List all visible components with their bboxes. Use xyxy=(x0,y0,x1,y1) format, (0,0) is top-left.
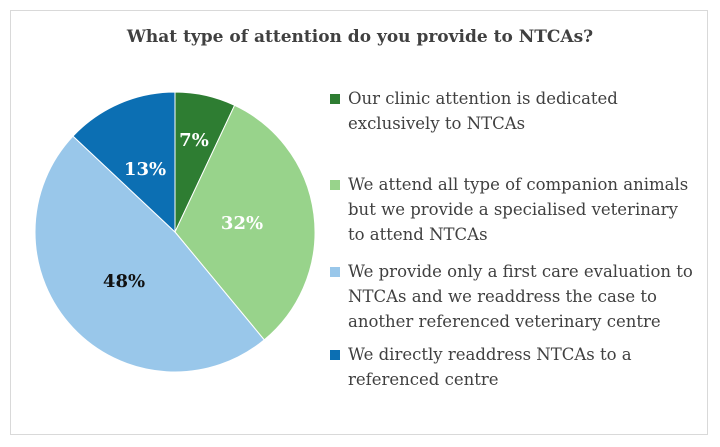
legend-label: We provide only a first care evaluation … xyxy=(348,259,704,334)
chart-title: What type of attention do you provide to… xyxy=(126,27,594,47)
slice-label-3: 48% xyxy=(103,271,145,292)
legend-item-1: Our clinic attention is dedicated exclusi… xyxy=(330,86,704,136)
legend-label-line: We provide only a first care evaluation … xyxy=(348,262,693,281)
legend-label-line: another referenced veterinary centre xyxy=(348,312,661,331)
legend-label-line: We attend all type of companion animals xyxy=(348,175,689,194)
legend-label: We attend all type of companion animals b… xyxy=(348,172,704,247)
legend-item-4: We directly readdress NTCAs to a referenc… xyxy=(330,342,704,392)
legend-label-line: NTCAs and we readdress the case to xyxy=(348,287,657,306)
legend-swatch xyxy=(330,350,340,360)
legend-swatch xyxy=(330,94,340,104)
legend-swatch xyxy=(330,267,340,277)
slice-label-1: 7% xyxy=(179,130,209,151)
legend-label-line: exclusively to NTCAs xyxy=(348,114,526,133)
legend-label-line: We directly readdress NTCAs to a xyxy=(348,345,632,364)
legend-label: Our clinic attention is dedicated exclusi… xyxy=(348,86,704,136)
pie-slice-3 xyxy=(34,135,265,373)
legend-item-3: We provide only a first care evaluation … xyxy=(330,259,704,334)
legend-label-line: to attend NTCAs xyxy=(348,225,488,244)
slice-label-4: 13% xyxy=(124,159,166,180)
legend-item-2: We attend all type of companion animals b… xyxy=(330,172,704,247)
slice-label-2: 32% xyxy=(221,213,263,234)
pie-slice-4 xyxy=(72,91,176,234)
legend-label: We directly readdress NTCAs to a referenc… xyxy=(348,342,704,392)
legend-label-line: but we provide a specialised veterinary xyxy=(348,200,678,219)
legend-label-line: referenced centre xyxy=(348,370,499,389)
legend-label-line: Our clinic attention is dedicated xyxy=(348,89,618,108)
legend-swatch xyxy=(330,180,340,190)
pie-slice-2 xyxy=(174,104,316,341)
